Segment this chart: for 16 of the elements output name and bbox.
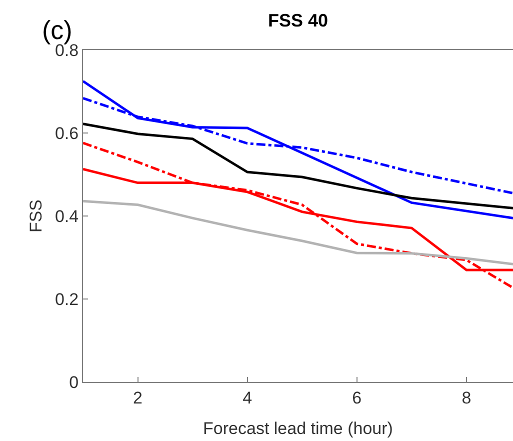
line-series: [83, 122, 513, 210]
chart-title: FSS 40: [268, 10, 328, 30]
x-tick-label: 6: [352, 388, 362, 408]
x-axis-title: Forecast lead time (hour): [203, 418, 393, 438]
text: (c): [42, 15, 72, 45]
y-axis-title: FSS: [26, 199, 46, 233]
x-tick-label: 2: [133, 388, 143, 408]
x-tick-label: 8: [462, 388, 472, 408]
y-tick-label: 0.4: [54, 206, 79, 226]
y-tick-label: 0: [69, 372, 79, 392]
x-tick-label: 4: [242, 388, 252, 408]
y-tick-label: 0.2: [54, 290, 79, 309]
line-series: [83, 200, 513, 266]
line-series: [83, 142, 513, 290]
y-tick-label: 0.6: [54, 124, 79, 143]
line-series: [83, 80, 513, 220]
